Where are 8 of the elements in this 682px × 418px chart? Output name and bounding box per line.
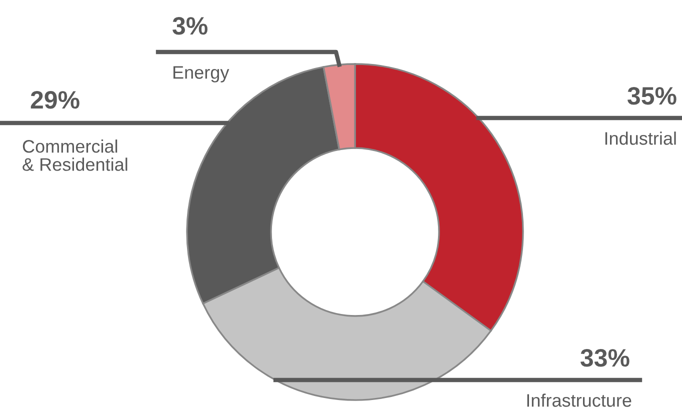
slice-label: Energy	[173, 66, 230, 82]
data-label: 3%	[172, 17, 208, 35]
slice-label: Commercial & Residential	[22, 140, 128, 171]
data-label: 29%	[30, 91, 80, 109]
data-label: 33%	[580, 349, 630, 367]
slice-label: Industrial	[605, 132, 676, 145]
data-label: 35%	[628, 87, 676, 105]
slice-label: Infrastructure	[527, 394, 632, 407]
